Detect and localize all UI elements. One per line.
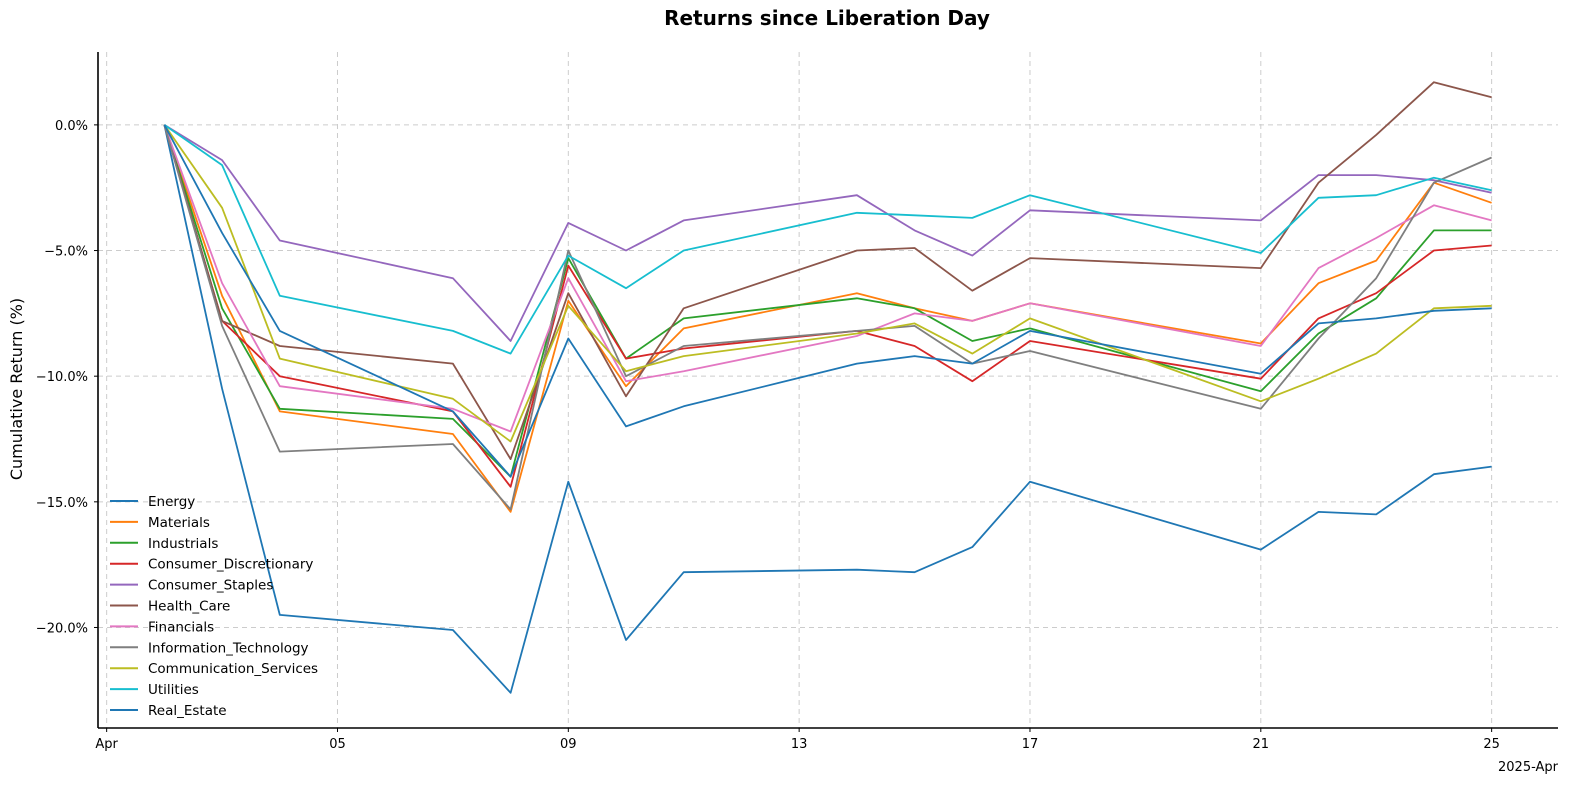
x-tick-label: 17	[1022, 737, 1039, 752]
axes	[94, 52, 1558, 732]
legend-label: Energy	[148, 494, 195, 510]
tick-labels: Apr 05 09 13 17 21 25 0.0% −5.0% −10.0% −15.0% −20.…	[36, 119, 1500, 752]
legend-entry: Real_Estate	[110, 703, 227, 719]
legend-entry: Utilities	[110, 682, 199, 698]
y-tick-label: −15.0%	[36, 496, 88, 511]
y-tick-label: −5.0%	[44, 245, 88, 260]
legend-entry: Communication_Services	[110, 661, 318, 677]
legend-entry: Information_Technology	[110, 640, 309, 656]
legend-label: Industrials	[148, 536, 218, 552]
legend-entry: Consumer_Staples	[110, 578, 273, 594]
x-tick-label: 21	[1253, 737, 1270, 752]
legend-label: Materials	[148, 515, 210, 531]
x-tick-label: 05	[329, 737, 346, 752]
series-line-information-technology	[163, 124, 1492, 511]
y-tick-label: 0.0%	[55, 119, 88, 134]
legend-label: Health_Care	[148, 599, 230, 615]
series-line-health-care	[163, 81, 1492, 461]
y-tick-label: −20.0%	[36, 621, 88, 636]
legend-entry: Consumer_Discretionary	[110, 557, 313, 573]
legend-entry: Health_Care	[110, 599, 230, 615]
legend-entry: Industrials	[110, 536, 218, 552]
series-line-materials	[163, 124, 1492, 513]
series-line-consumer-staples	[163, 124, 1492, 342]
series-line-financials	[163, 124, 1492, 433]
legend: Energy Materials Industrials Consumer_Discr…	[110, 494, 318, 719]
legend-label: Consumer_Discretionary	[148, 557, 313, 573]
series-lines	[163, 81, 1492, 694]
legend-entry: Energy	[110, 494, 195, 510]
x-tick-label: 13	[791, 737, 808, 752]
series-line-energy	[163, 124, 1492, 694]
chart-title: Returns since Liberation Day	[664, 6, 990, 30]
grid	[98, 52, 1558, 728]
legend-label: Information_Technology	[148, 640, 309, 656]
y-axis-label: Cumulative Return (%)	[7, 298, 26, 480]
x-tick-label: 25	[1483, 737, 1500, 752]
series-line-industrials	[163, 124, 1492, 478]
x-axis-offset-label: 2025-Apr	[1498, 760, 1559, 775]
x-tick-label: Apr	[95, 737, 118, 752]
legend-label: Real_Estate	[148, 703, 227, 719]
legend-label: Communication_Services	[148, 661, 318, 677]
legend-label: Consumer_Staples	[148, 578, 273, 594]
x-tick-label: 09	[560, 737, 577, 752]
series-line-real-estate	[163, 124, 1492, 478]
y-tick-label: −10.0%	[36, 370, 88, 385]
legend-entry: Materials	[110, 515, 210, 531]
legend-label: Financials	[148, 619, 214, 635]
legend-entry: Financials	[110, 619, 214, 635]
legend-label: Utilities	[148, 682, 199, 698]
series-line-utilities	[163, 124, 1492, 355]
series-line-consumer-discretionary	[163, 124, 1492, 488]
